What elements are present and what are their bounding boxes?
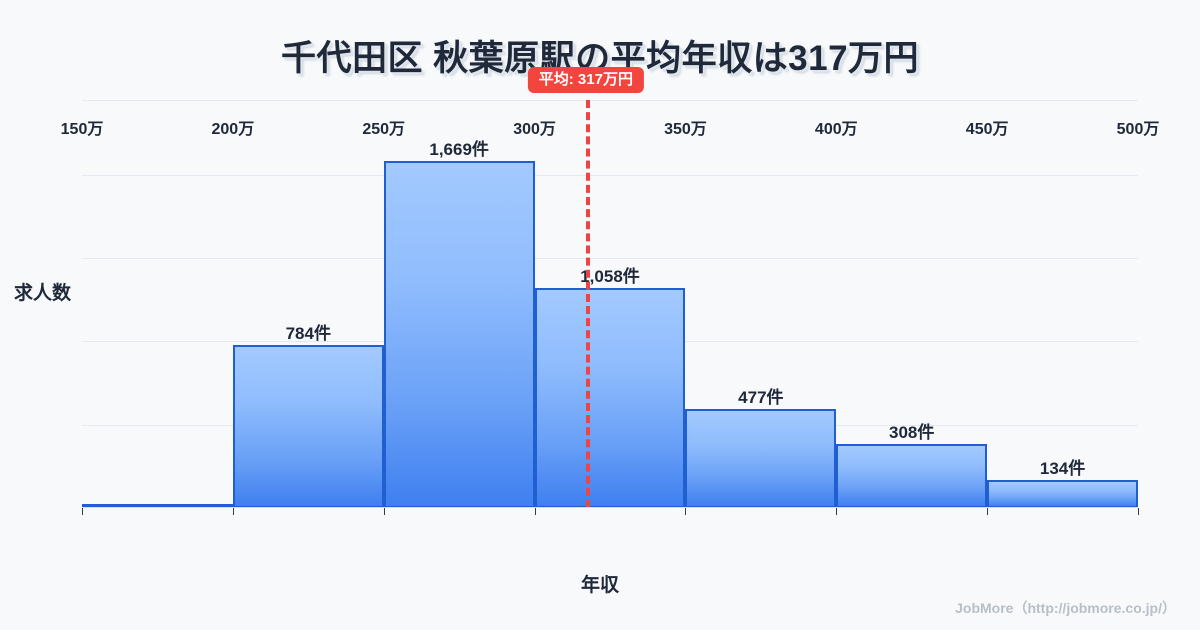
- x-axis-tick-label: 500万: [1116, 121, 1160, 138]
- bar-value-label: 477件: [738, 387, 784, 407]
- plot-area: 784件 1,669件 1,058件 477件 308件 134件 平均: 317万円 1…: [61, 67, 1159, 515]
- x-axis-tick: [987, 508, 989, 515]
- bar[interactable]: [836, 443, 988, 508]
- bar-value-label: 308件: [889, 422, 935, 442]
- bar[interactable]: [987, 480, 1138, 508]
- gridline: [82, 100, 1138, 101]
- bar[interactable]: [383, 160, 535, 508]
- x-axis-tick: [534, 508, 536, 515]
- gridline: [82, 174, 1138, 176]
- x-axis-tick-label: 150万: [60, 121, 104, 138]
- average-line: [585, 100, 590, 508]
- y-axis-title: 求人数: [14, 283, 72, 304]
- bar[interactable]: [685, 408, 837, 508]
- x-axis-tick-label: 250万: [362, 121, 406, 138]
- x-axis-tick-label: 450万: [965, 121, 1009, 138]
- bar-value-label: 1,058件: [580, 266, 640, 286]
- x-axis-tick: [383, 508, 385, 515]
- x-axis-tick: [836, 508, 838, 515]
- x-axis-line: [82, 507, 1138, 508]
- x-axis-tick: [1138, 508, 1139, 515]
- bar-value-label: 1,669件: [429, 139, 489, 159]
- x-axis-tick: [232, 508, 234, 515]
- x-axis-title: 年収: [580, 575, 619, 596]
- x-axis-tick: [685, 508, 687, 515]
- gridline: [82, 258, 1138, 260]
- x-axis-tick: [82, 508, 83, 515]
- x-axis-tick-label: 400万: [814, 121, 858, 138]
- x-axis-tick-label: 350万: [664, 121, 707, 138]
- x-axis-tick-label: 200万: [211, 121, 255, 138]
- x-axis-tick-label: 300万: [513, 121, 556, 138]
- footer-credit: JobMore（http://jobmore.co.jp/）: [955, 600, 1176, 616]
- bar-value-label: 134件: [1039, 459, 1086, 479]
- average-badge: 平均: 317万円: [527, 67, 644, 93]
- bar-value-label: 784件: [285, 323, 331, 343]
- bar[interactable]: [534, 287, 686, 508]
- bar[interactable]: [232, 344, 384, 508]
